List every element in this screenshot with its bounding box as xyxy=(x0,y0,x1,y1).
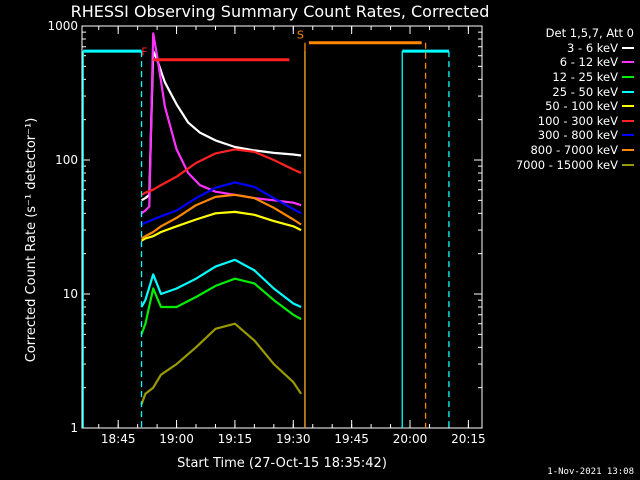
flag-bar-label: S xyxy=(297,29,304,42)
series-line xyxy=(140,277,302,335)
legend-label: 100 - 300 keV xyxy=(537,113,618,128)
series-line xyxy=(140,148,302,196)
x-tick-label: 19:00 xyxy=(159,432,194,446)
legend-label: 25 - 50 keV xyxy=(552,84,618,99)
overlay-layer: FS xyxy=(82,29,450,428)
axes-frame: 1 10 100 1000 18:45 19:00 19:15 19:30 19:45 20:00… xyxy=(47,19,485,446)
x-tick-label: 20:00 xyxy=(393,432,428,446)
y-axis-label: Corrected Count Rate (s⁻¹ detector⁻¹) xyxy=(24,118,39,363)
series-line xyxy=(140,210,302,242)
plot-frame xyxy=(81,25,483,429)
legend-item: 50 - 100 keV xyxy=(486,99,634,114)
legend-item: 800 - 7000 keV xyxy=(486,143,634,158)
legend-item: 100 - 300 keV xyxy=(486,114,634,129)
series-line xyxy=(140,50,302,202)
x-tick-label: 18:45 xyxy=(101,432,136,446)
series-line xyxy=(140,193,302,240)
legend-item: 25 - 50 keV xyxy=(486,84,634,99)
legend-swatch xyxy=(622,61,634,64)
flag-bar-label: F xyxy=(141,46,147,59)
legend-header: Det 1,5,7, Att 0 xyxy=(545,26,634,41)
y-tick-label: 1 xyxy=(70,421,78,435)
legend-item: 6 - 12 keV xyxy=(486,55,634,70)
legend-item: 12 - 25 keV xyxy=(486,70,634,85)
x-tick-label: 19:15 xyxy=(218,432,253,446)
y-tick-label: 100 xyxy=(55,153,78,167)
series-line xyxy=(140,258,302,309)
legend-swatch xyxy=(622,76,634,79)
x-tick-label: 20:15 xyxy=(451,432,486,446)
series-layer xyxy=(140,32,303,405)
legend-swatch xyxy=(622,134,634,137)
legend-label: 6 - 12 keV xyxy=(559,55,618,70)
y-tick-label: 10 xyxy=(63,287,78,301)
legend-swatch xyxy=(622,163,634,166)
x-axis-label: Start Time (27-Oct-15 18:35:42) xyxy=(177,456,387,471)
series-line xyxy=(141,181,302,226)
legend-label: 800 - 7000 keV xyxy=(530,143,618,158)
legend-swatch xyxy=(622,119,634,122)
y-tick-label: 1000 xyxy=(47,19,78,33)
legend-label: 3 - 6 keV xyxy=(567,40,618,55)
legend: Det 1,5,7, Att 0 3 - 6 keV 6 - 12 keV 12 -… xyxy=(486,26,634,172)
legend-rows: 3 - 6 keV 6 - 12 keV 12 - 25 keV 25 - 50 ke… xyxy=(486,41,634,172)
legend-swatch xyxy=(622,46,634,49)
legend-item: 3 - 6 keV xyxy=(486,41,634,56)
series-line xyxy=(140,32,302,215)
series-line xyxy=(140,322,303,405)
legend-swatch xyxy=(622,90,634,93)
legend-label: 7000 - 15000 keV xyxy=(515,157,618,172)
legend-item: 300 - 800 keV xyxy=(486,128,634,143)
legend-swatch xyxy=(622,149,634,152)
legend-label: 12 - 25 keV xyxy=(552,70,618,85)
legend-swatch xyxy=(622,105,634,108)
x-tick-label: 19:45 xyxy=(334,432,369,446)
legend-item: 7000 - 15000 keV xyxy=(486,157,634,172)
legend-label: 300 - 800 keV xyxy=(537,128,618,143)
timestamp-stamp: 1-Nov-2021 13:08 xyxy=(547,467,634,477)
x-tick-label: 19:30 xyxy=(276,432,311,446)
chart-title: RHESSI Observing Summary Count Rates, Co… xyxy=(70,2,490,21)
legend-label: 50 - 100 keV xyxy=(545,99,618,114)
